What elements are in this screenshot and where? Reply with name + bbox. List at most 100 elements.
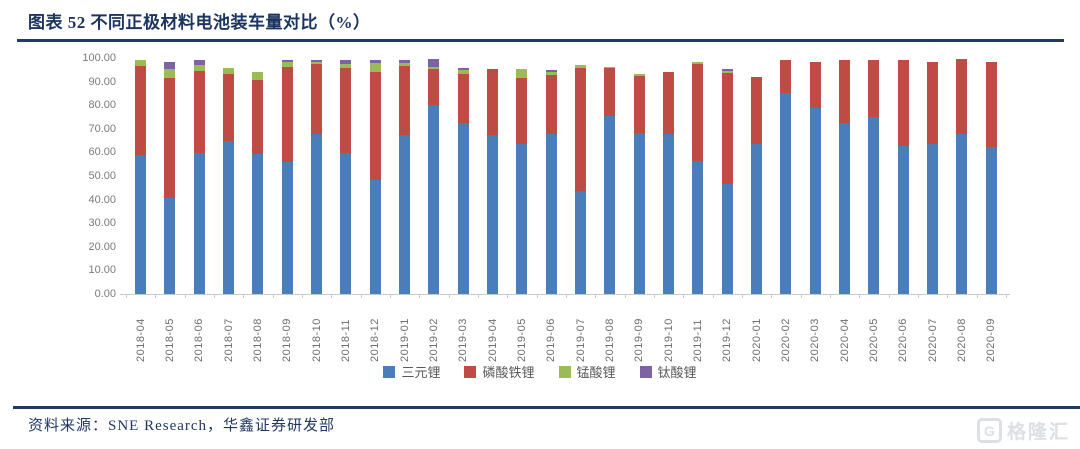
title-divider (17, 39, 1064, 42)
x-axis-tick (507, 294, 509, 298)
stacked-bar-2019-05 (516, 69, 528, 294)
legend-swatch-icon (464, 365, 477, 378)
segment-磷酸铁锂-2018-07 (223, 74, 235, 142)
legend-swatch-icon (558, 365, 571, 378)
bar-slot-2018-08 (243, 58, 272, 294)
bar-slot-2018-04 (126, 58, 155, 294)
stacked-bar-2018-07 (223, 68, 235, 294)
segment-磷酸铁锂-2019-08 (604, 68, 616, 117)
x-label-2019-01: 2019-01 (398, 318, 411, 362)
stacked-bar-2020-02 (780, 59, 792, 294)
segment-磷酸铁锂-2020-01 (751, 77, 763, 145)
x-axis-tick (155, 294, 157, 298)
x-axis-tick (419, 294, 421, 298)
segment-锰酸锂-2019-01 (399, 62, 411, 67)
stacked-bar-2020-07 (927, 61, 939, 294)
x-label-2018-07: 2018-07 (222, 318, 235, 362)
segment-钛酸锂-2020-08 (956, 58, 968, 61)
bar-slot-2020-03 (801, 58, 830, 294)
segment-三元锂-2019-09 (633, 133, 645, 294)
x-axis-tick (360, 294, 362, 298)
gelonghui-logo-text: 格隆汇 (1006, 422, 1070, 443)
segment-磷酸铁锂-2020-02 (780, 59, 792, 93)
segment-锰酸锂-2019-09 (633, 73, 645, 77)
segment-锰酸锂-2018-09 (281, 61, 293, 67)
segment-磷酸铁锂-2019-06 (545, 75, 557, 135)
segment-三元锂-2020-05 (868, 116, 880, 294)
source-note: 资料来源：SNE Research，华鑫证券研发部 (28, 418, 336, 434)
segment-三元锂-2018-04 (135, 154, 147, 294)
segment-三元锂-2019-12 (721, 184, 733, 294)
x-label-2019-04: 2019-04 (486, 318, 499, 362)
x-label-2018-10: 2018-10 (310, 318, 323, 362)
x-label-2018-09: 2018-09 (281, 318, 294, 362)
stacked-bar-2018-10 (311, 60, 323, 294)
x-axis-tick (302, 294, 303, 298)
segment-三元锂-2018-11 (340, 153, 352, 294)
segment-三元锂-2020-06 (897, 145, 909, 294)
segment-磷酸铁锂-2020-06 (897, 59, 909, 146)
bar-slot-2018-07 (214, 58, 243, 294)
x-axis-tick (1006, 294, 1007, 298)
segment-锰酸锂-2019-07 (575, 65, 587, 68)
segment-磷酸铁锂-2018-09 (281, 66, 293, 163)
x-axis-tick (976, 294, 978, 298)
segment-钛酸锂-2018-10 (311, 60, 323, 62)
x-label-2019-10: 2019-10 (662, 318, 675, 362)
x-axis-tick (654, 294, 655, 298)
segment-三元锂-2019-04 (487, 134, 499, 294)
segment-锰酸锂-2018-10 (311, 61, 323, 65)
segment-磷酸铁锂-2019-10 (663, 71, 675, 135)
stacked-bar-2020-09 (985, 62, 997, 294)
plot-area (126, 58, 1006, 294)
stacked-bar-2019-01 (399, 60, 411, 294)
x-axis-line (120, 294, 1010, 295)
x-axis-tick (859, 294, 861, 298)
segment-三元锂-2020-03 (809, 107, 821, 294)
stacked-bar-2020-01 (751, 77, 763, 294)
legend-label: 三元锂 (401, 365, 441, 380)
segment-磷酸铁锂-2020-07 (927, 61, 939, 145)
x-label-2020-01: 2020-01 (750, 318, 763, 362)
segment-磷酸铁锂-2018-08 (252, 79, 264, 155)
segment-锰酸锂-2019-11 (692, 61, 704, 64)
bar-slot-2019-09 (625, 58, 654, 294)
stacked-bar-2019-06 (545, 69, 557, 294)
y-label-30.00: 30.00 (88, 217, 116, 230)
segment-锰酸锂-2019-08 (604, 66, 616, 69)
y-label-80.00: 80.00 (88, 99, 116, 112)
segment-磷酸铁锂-2019-05 (516, 77, 528, 145)
x-label-2019-05: 2019-05 (516, 318, 528, 362)
bar-slot-2018-11 (331, 58, 360, 294)
bar-slot-2020-08 (947, 58, 976, 294)
segment-三元锂-2019-01 (399, 134, 411, 294)
segment-三元锂-2018-10 (311, 134, 323, 294)
segment-三元锂-2020-02 (780, 92, 792, 294)
stacked-bar-2019-02 (428, 58, 440, 294)
segment-磷酸铁锂-2018-10 (311, 64, 323, 134)
x-axis-tick (214, 294, 215, 298)
legend-item-钛酸锂: 钛酸锂 (639, 362, 697, 381)
x-axis-tick (830, 294, 831, 298)
legend-label: 锰酸锂 (576, 365, 616, 380)
segment-三元锂-2018-05 (164, 198, 176, 294)
x-label-2018-06: 2018-06 (193, 318, 206, 362)
segment-磷酸铁锂-2019-03 (457, 73, 469, 124)
bar-slot-2020-05 (859, 58, 888, 294)
x-axis-tick (800, 294, 802, 298)
segment-磷酸铁锂-2019-04 (487, 69, 499, 135)
x-axis-tick (771, 294, 773, 298)
segment-钛酸锂-2019-06 (545, 69, 557, 72)
segment-磷酸铁锂-2020-08 (956, 60, 968, 135)
segment-锰酸锂-2019-02 (428, 66, 440, 70)
stacked-bar-2018-08 (252, 71, 264, 294)
segment-三元锂-2018-07 (223, 141, 235, 294)
x-axis-tick (448, 294, 450, 298)
bar-slot-2019-01 (390, 58, 419, 294)
y-label-40.00: 40.00 (88, 193, 116, 206)
y-label-100.00: 100.00 (82, 52, 116, 64)
x-axis-tick (624, 294, 626, 298)
segment-锰酸锂-2019-05 (516, 69, 528, 78)
bar-slot-2018-12 (361, 58, 390, 294)
bar-slot-2018-10 (302, 58, 331, 294)
